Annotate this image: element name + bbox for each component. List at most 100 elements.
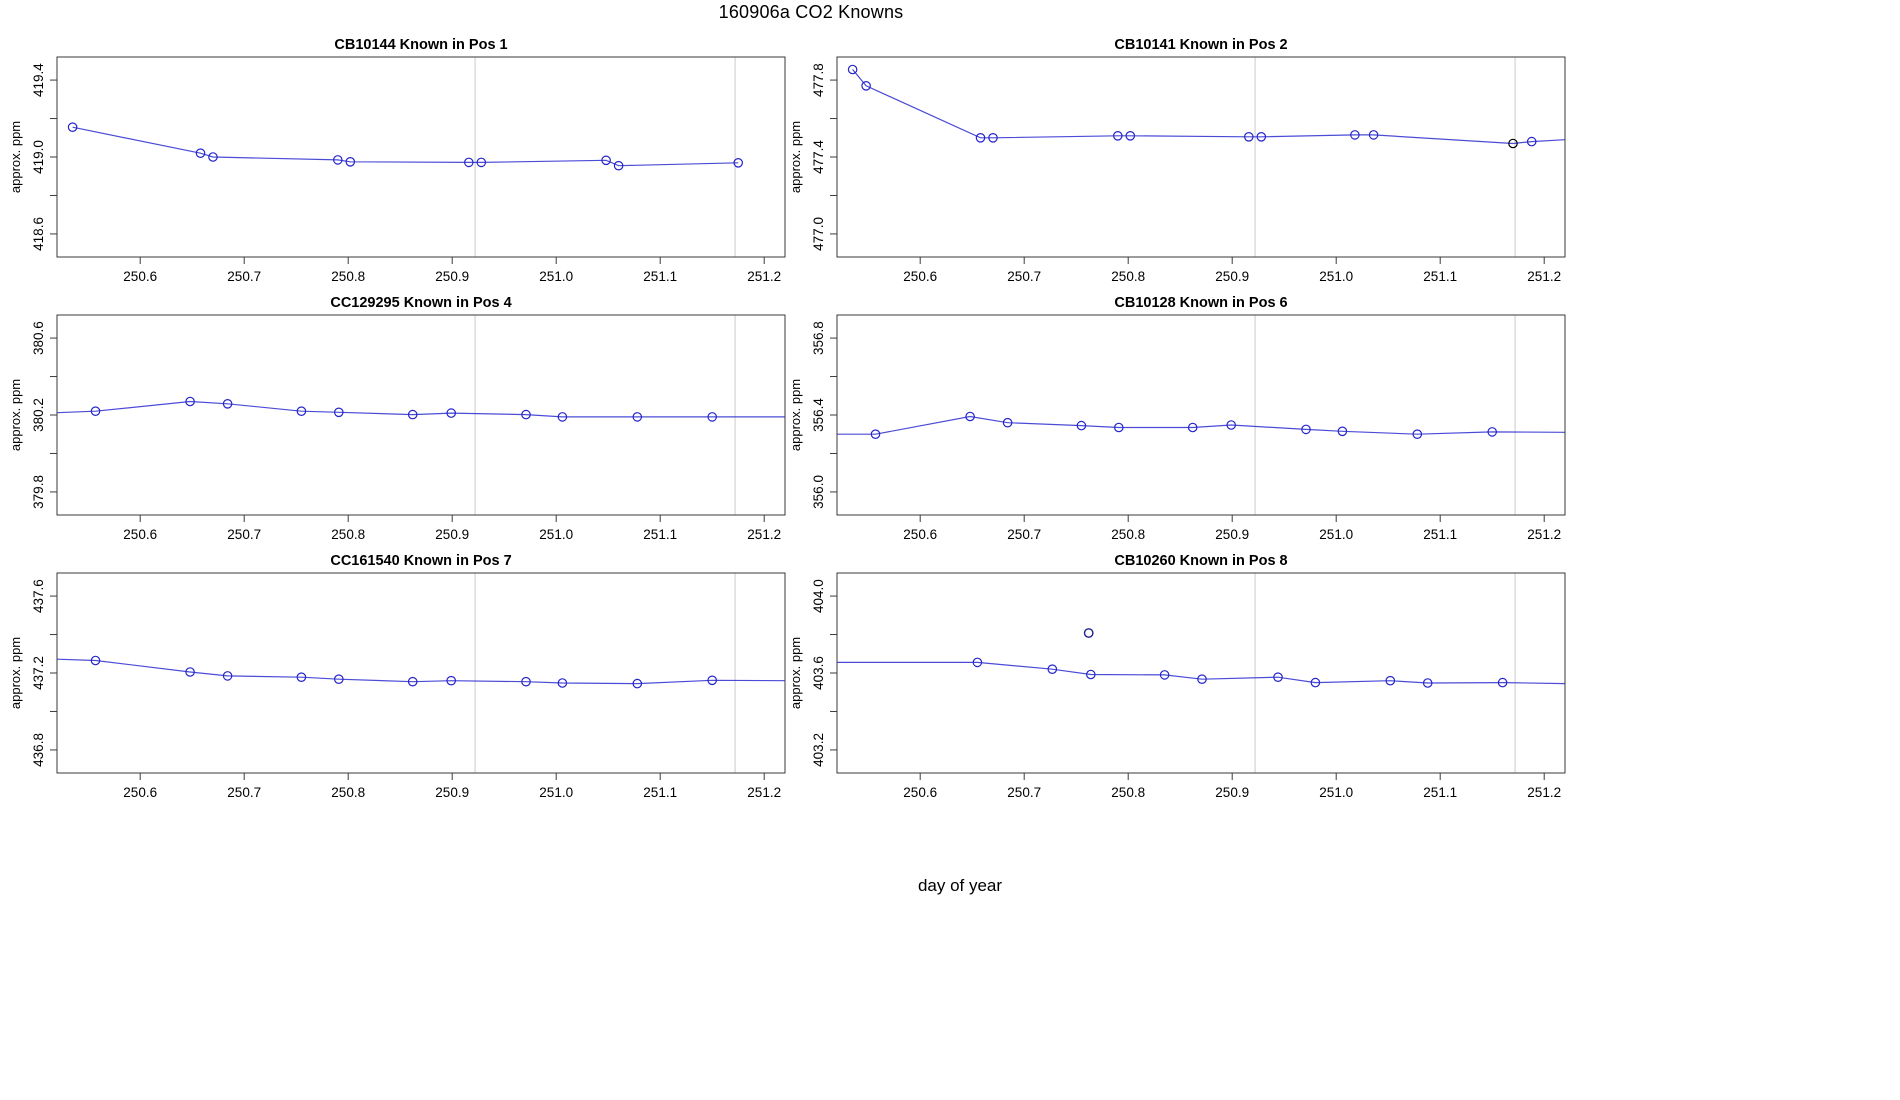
data-point-marker [1197,674,1207,684]
data-point-marker [870,429,881,439]
panel-title: CC129295 Known in Pos 4 [330,295,511,311]
data-point-marker [222,671,233,681]
data-point-marker [1337,426,1348,437]
data-point-marker [707,412,717,422]
data-point-marker [1113,422,1124,433]
y-tick-label: 356.8 [811,321,826,355]
y-tick-label: 356.0 [811,475,826,509]
chart-panel-cb10128: 250.6 250.7 250.8 250.9 251.0 251.1 251.2 356.0… [788,295,1566,542]
y-tick-label: 437.6 [31,579,46,613]
data-point-marker [1385,675,1396,686]
data-point-marker [632,412,643,422]
data-line [837,661,1566,685]
data-point-marker [333,674,344,684]
data-point-marker [1002,417,1013,428]
x-tick-label: 250.8 [331,269,365,284]
data-point-marker [407,409,418,420]
y-axis-label: approx. ppm [8,379,23,451]
plot-box [836,572,1566,774]
data-point-marker [463,157,474,168]
data-point-marker [1487,427,1497,437]
data-line [852,69,1566,145]
data-line [56,658,786,685]
data-point-marker [707,675,717,686]
data-point-marker [972,657,983,668]
x-tick-label: 251.1 [643,527,677,542]
x-tick-label: 251.2 [747,785,781,800]
x-tick-label: 250.9 [1215,269,1249,284]
x-tick-label: 250.6 [123,269,157,284]
y-tick-label: 418.6 [31,217,46,251]
x-tick-label: 250.9 [435,785,469,800]
x-tick-label: 251.0 [539,527,573,542]
x-tick-label: 250.7 [227,527,261,542]
data-point-marker [1112,131,1123,141]
x-tick-label: 250.6 [903,785,937,800]
x-tick-label: 250.7 [227,269,261,284]
data-point-marker [613,160,624,171]
data-point-marker [222,399,233,409]
x-tick-label: 250.8 [1111,527,1145,542]
plot-box [836,314,1566,516]
panel-title: CB10128 Known in Pos 6 [1114,295,1287,311]
y-tick-label: 437.2 [31,656,46,690]
y-tick-label: 380.2 [31,398,46,432]
data-point-marker [1350,130,1360,140]
data-point-marker [296,406,307,416]
data-line [56,400,785,418]
data-point-marker [345,157,356,167]
x-tick-label: 251.0 [1319,785,1353,800]
x-tick-label: 251.2 [747,527,781,542]
y-axis-label: approx. ppm [8,637,23,709]
data-point-marker [185,396,195,407]
data-point-marker [1226,420,1236,430]
data-point-marker [1422,678,1433,688]
data-point-marker [1368,130,1379,140]
x-tick-label: 250.6 [903,269,937,284]
x-tick-label: 251.1 [1423,527,1457,542]
data-line [837,415,1566,435]
data-point-marker [1412,429,1423,439]
data-point-marker [733,158,743,168]
data-point-marker [632,678,643,689]
data-point-marker [1301,424,1311,435]
data-point-marker [90,406,101,416]
data-point-marker [1159,670,1170,680]
data-point-marker [1497,677,1508,688]
y-axis-label: approx. ppm [8,121,23,193]
data-point-marker [1243,132,1254,142]
x-tick-label: 250.6 [123,527,157,542]
panel-title: CC161540 Known in Pos 7 [330,553,511,569]
data-point-marker [1310,677,1321,688]
data-point-marker [67,122,78,132]
y-axis-label: approx. ppm [788,637,803,709]
x-tick-label: 251.1 [1423,785,1457,800]
outlier-point-marker [1083,628,1094,638]
y-axis-label: approx. ppm [788,121,803,193]
data-point-marker [1526,136,1537,147]
data-line [72,126,739,167]
y-tick-label: 436.8 [31,733,46,767]
chart-panel-cc161540: 250.6 250.7 250.8 250.9 251.0 251.1 251.2 436.8… [8,553,786,800]
data-point-marker [90,655,101,666]
data-point-marker [407,676,418,687]
y-tick-label: 403.6 [811,656,826,690]
x-tick-label: 250.7 [1007,269,1041,284]
y-tick-label: 403.2 [811,733,826,767]
y-tick-label: 477.0 [811,217,826,251]
x-tick-label: 251.0 [1319,527,1353,542]
flagged-point-marker [1508,138,1518,149]
data-point-marker [557,412,568,422]
data-point-marker [1187,422,1198,433]
x-tick-label: 251.2 [1527,785,1561,800]
x-tick-label: 251.1 [1423,269,1457,284]
x-tick-label: 250.7 [1007,527,1041,542]
data-point-marker [185,667,195,677]
plot-box [56,314,786,516]
x-tick-label: 251.1 [643,785,677,800]
data-point-marker [446,675,456,686]
chart-panel-cb10260: 250.6 250.7 250.8 250.9 251.0 251.1 251.2 403.2… [788,553,1566,800]
x-tick-label: 251.0 [539,269,573,284]
x-tick-label: 251.2 [747,269,781,284]
